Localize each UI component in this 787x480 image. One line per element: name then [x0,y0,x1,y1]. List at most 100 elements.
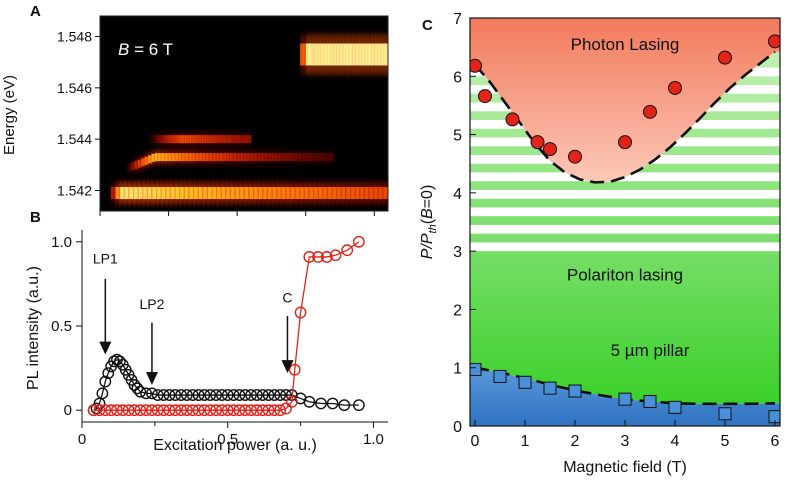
heatmap-band-core [327,187,334,200]
heatmap-band-core [281,187,288,200]
panel-c-y-label-end: =0) [419,185,436,209]
panel-c: C Photon Lasing Polariton lasing 5 µm pill… [419,11,781,476]
heatmap-band-core [157,135,161,144]
panel-b-data-point [87,404,100,417]
heatmap-band-core [162,135,166,144]
heatmap-band-core [233,153,238,162]
heatmap-band-core [221,187,227,200]
heatmap-band-core [226,153,231,162]
heatmap-band-core [338,43,341,66]
panel-b-data-point [146,387,158,400]
heatmap-band-core [305,153,310,162]
heatmap-band-core [271,153,276,162]
heatmap-band-core [240,187,246,200]
heatmap-band-core [346,187,352,200]
panel-c-x-tick-label: 1 [521,433,530,450]
panel-b-data-point [294,306,307,319]
heatmap-band-core [176,135,179,144]
heatmap-band-core [332,187,338,200]
heatmap-band-core [309,153,314,162]
heatmap-band-core [127,163,132,172]
heatmap-band-core [195,135,198,144]
panel-c-x-label: Magnetic field (T) [563,459,687,476]
panel-b-annotation-label: LP2 [139,296,164,312]
panel-b-data-point [239,404,252,417]
panel-b-data-point [169,404,182,417]
stripe [470,224,780,234]
panel-a: A B = 6 T 1.542 1.544 1.546 1.548 Energy (e… [1,3,389,216]
panel-b-y-tick-label: 0 [64,402,72,419]
panel-b-data-point [96,387,109,400]
heatmap-band-core [319,43,322,66]
heatmap-band-core [348,43,351,66]
heatmap-band-core [217,135,220,144]
panel-b-data-point [250,404,263,417]
heatmap-band-core [249,187,255,200]
panel-b-data-point [204,404,217,417]
heatmap-band-core [328,43,331,66]
panel-b-x-label: Excitation power (a. u.) [153,437,317,454]
panel-b-data-point [111,404,123,417]
panel-b-data-point [151,389,164,401]
panel-b-data-point [113,355,126,368]
heatmap-band-core [220,135,223,144]
photon-threshold-point [568,149,582,164]
panel-c-y-tick-label: 2 [453,302,462,319]
heatmap-band-core [151,153,156,162]
heatmap-band-core [180,187,186,200]
heatmap-band-core [292,153,297,162]
heatmap-band-core [196,153,201,162]
panel-a-y-tick-label: 1.542 [57,182,92,198]
heatmap-band-core [188,135,191,144]
heatmap-band-core [322,43,325,66]
panel-c-plot [470,18,780,426]
heatmap-band-core [134,187,140,200]
heatmap-band-core [277,187,283,200]
panel-b-data-point [131,382,144,395]
polariton-threshold-point [718,407,732,421]
heatmap-band-core [385,43,388,66]
heatmap-band-core [351,187,357,200]
panel-b-data-point [99,375,112,388]
heatmap-band-core [237,135,240,144]
heatmap-band-core [226,187,232,200]
panel-a-y-tick-label: 1.546 [57,80,92,96]
panel-b-annotation-label: C [282,289,292,305]
heatmap-band-core [352,43,355,66]
heatmap-band-core [325,43,328,66]
heatmap-band-core [223,153,228,162]
panel-b-data-point [233,389,246,401]
heatmap-band-core [364,43,367,66]
photon-threshold-point [543,142,557,157]
heatmap-band-core [358,43,361,66]
heatmap-band-core [228,135,232,144]
heatmap-band-core [198,135,201,144]
photon-threshold-point [530,135,545,150]
heatmap-band-core [194,187,200,200]
panel-b-x-tick-label: 0.5 [217,431,238,448]
heatmap-band-core [165,153,170,162]
panel-b-data-point [268,404,281,417]
heatmap-band-core [217,187,223,200]
heatmap-band-core [366,43,369,66]
heatmap-band-core [196,135,200,144]
panel-b-data-point [280,389,292,401]
heatmap-band-core [295,187,301,200]
heatmap-band-core [318,187,324,200]
panel-b-y-tick-label: 1.0 [51,234,72,251]
heatmap-band-core [337,187,343,200]
heatmap-band-core [304,43,307,66]
heatmap-band-core [227,135,230,144]
heatmap-band-core [378,187,384,200]
panel-b-data-point [239,389,252,401]
panel-b-data-point [233,404,246,417]
heatmap-band-core [152,135,156,144]
heatmap-band-core [355,187,361,200]
panel-c-y-tick-label: 5 [453,128,462,145]
panel-b-data-point [186,404,199,417]
heatmap-band-core [386,43,388,66]
panel-b-data-point [303,251,316,263]
heatmap-band-core [264,153,269,162]
panel-b-data-point [198,389,211,401]
panel-b-data-point [175,404,187,417]
